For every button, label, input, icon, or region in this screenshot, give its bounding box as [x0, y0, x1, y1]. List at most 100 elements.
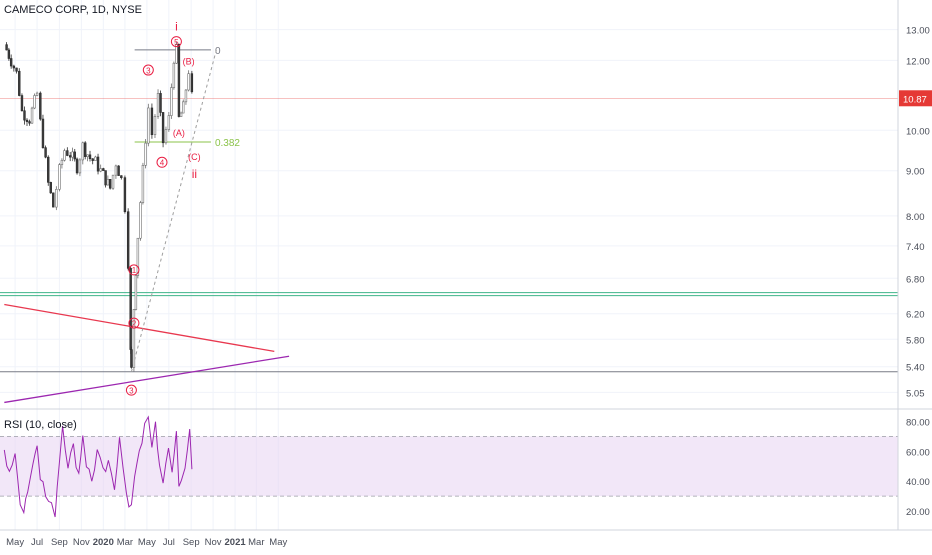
rsi-band	[0, 436, 898, 497]
candle-body	[179, 112, 183, 117]
candle-body	[102, 168, 105, 171]
candle-body	[73, 151, 76, 160]
candle-body	[139, 202, 142, 239]
candle-body	[129, 268, 132, 350]
candle-body	[175, 44, 178, 64]
time-tick-label: Nov	[73, 537, 90, 548]
candle-body	[104, 170, 107, 186]
candle-body	[47, 156, 50, 183]
candle-body	[153, 116, 157, 136]
grid	[0, 0, 898, 530]
candle-body	[49, 182, 52, 194]
candle-body	[75, 158, 79, 174]
candle-body	[60, 159, 64, 165]
price-tick-label: 8.00	[906, 212, 925, 223]
price-tick-label: 13.00	[906, 26, 930, 37]
trend-lines	[4, 49, 290, 404]
candle-body	[96, 156, 100, 172]
time-tick-label: Sep	[51, 537, 68, 548]
trend-line[interactable]	[130, 49, 217, 372]
last-price-label: 10.87	[903, 94, 927, 105]
price-tick-label: 5.40	[906, 363, 925, 374]
rsi-tick-label: 80.00	[906, 417, 930, 428]
candle-body	[141, 165, 145, 203]
candle-body	[94, 156, 97, 161]
time-tick-label: May	[269, 537, 287, 548]
symbol-legend[interactable]: CAMECO CORP, 1D, NYSE	[4, 4, 142, 16]
price-tick-label: 5.05	[906, 388, 925, 399]
candle-body	[114, 165, 118, 176]
wave-label: (C)	[188, 152, 201, 162]
trend-line[interactable]	[4, 355, 290, 404]
time-tick-label: May	[138, 537, 156, 548]
candle-body	[28, 121, 31, 124]
candle-body	[144, 142, 147, 166]
candle-body	[172, 62, 176, 88]
candles	[5, 41, 194, 372]
candle-body	[7, 49, 11, 59]
wave-label: 3	[129, 386, 134, 395]
candle-body	[134, 275, 138, 310]
candle-body	[25, 119, 29, 122]
candle-body	[81, 142, 85, 161]
level-label: 0.382	[215, 138, 240, 149]
candle-body	[88, 154, 92, 160]
candle-body	[184, 89, 188, 103]
candle-body	[55, 189, 58, 208]
candle-body	[58, 164, 61, 190]
candle-body	[35, 92, 39, 96]
wave-label-circle	[128, 317, 140, 329]
wave-label: (A)	[173, 128, 185, 138]
candle-body	[66, 150, 69, 156]
candle-body	[44, 147, 47, 158]
rsi-tick-label: 40.00	[906, 477, 930, 488]
wave-label: 5	[174, 38, 179, 47]
price-tick-label: 10.00	[906, 126, 930, 137]
wave-labels: 1 2 3 3 4 5 i (A) (B) (C) ii	[125, 20, 201, 396]
candle-body	[182, 101, 185, 114]
candle-body	[15, 67, 18, 72]
rsi-legend[interactable]: RSI (10, close)	[4, 419, 77, 431]
time-tick-label: Mar	[117, 537, 133, 548]
candle-body	[52, 192, 55, 208]
price-tick-label: 6.20	[906, 310, 925, 321]
candle-body	[84, 142, 87, 157]
time-tick-label: Nov	[205, 537, 222, 548]
candle-body	[167, 115, 171, 130]
time-tick-label: 2020	[93, 537, 114, 548]
candle-body	[150, 107, 154, 136]
candle-body	[117, 165, 120, 176]
candle-body	[132, 309, 136, 368]
wave-label: ii	[192, 167, 197, 181]
wave-label: 4	[160, 158, 165, 167]
trend-line[interactable]	[4, 303, 275, 353]
wave-label-circle	[142, 64, 154, 76]
time-tick-label: May	[6, 537, 24, 548]
candle-body	[91, 158, 94, 161]
candle-body	[78, 159, 82, 174]
candle-body	[170, 87, 173, 116]
candle-body	[130, 349, 133, 368]
price-tick-label: 5.80	[906, 335, 925, 346]
wave-label: i	[175, 20, 178, 34]
price-tick-label: 6.80	[906, 274, 925, 285]
wave-label-circle	[170, 36, 182, 48]
wave-label: (B)	[183, 56, 195, 66]
candle-body	[18, 70, 21, 96]
time-tick-label: Mar	[248, 537, 264, 548]
rsi-line[interactable]	[3, 415, 193, 518]
wave-label-circle	[125, 384, 137, 396]
candle-body	[71, 151, 74, 158]
candle-body	[86, 154, 89, 157]
candle-body	[23, 110, 26, 121]
candle-body	[111, 174, 115, 189]
candle-body	[126, 211, 130, 269]
candle-body	[63, 150, 66, 161]
candle-body	[106, 179, 110, 186]
candle-body	[161, 112, 165, 144]
candle-body	[159, 93, 162, 113]
time-tick-label: Jul	[163, 537, 175, 548]
